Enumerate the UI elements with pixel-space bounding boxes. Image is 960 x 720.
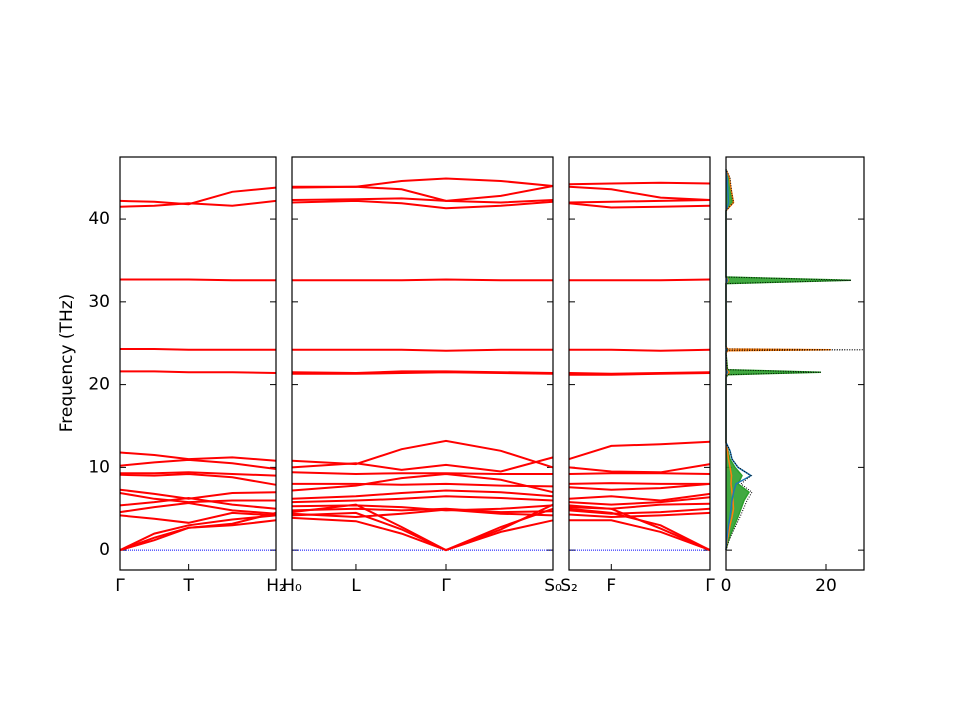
band-line xyxy=(119,451,277,462)
band-line xyxy=(568,199,711,204)
band-line xyxy=(291,185,554,202)
x-tick-label: S₀ xyxy=(544,576,562,596)
x-tick-label: 0 xyxy=(721,576,732,596)
y-tick-label: 30 xyxy=(88,292,110,312)
band-line xyxy=(568,482,711,491)
band-line xyxy=(291,495,554,504)
y-tick-label: 10 xyxy=(88,457,110,477)
band-line xyxy=(119,511,277,524)
band-line xyxy=(120,370,277,374)
band-line xyxy=(119,186,277,206)
band-line xyxy=(568,181,711,186)
band-line xyxy=(291,503,554,552)
band-line xyxy=(568,507,711,515)
band-line xyxy=(292,177,554,188)
band-line xyxy=(568,185,711,201)
band-line xyxy=(568,511,711,519)
band-line xyxy=(291,197,554,204)
band-line xyxy=(292,278,553,282)
dos-area xyxy=(726,169,851,551)
x-tick-label: S₂ xyxy=(560,576,578,596)
x-tick-label: Γ xyxy=(441,576,451,596)
x-tick-label: H₀ xyxy=(282,576,302,596)
panel-frame xyxy=(568,156,711,571)
band-line xyxy=(120,278,276,282)
x-tick-label: 20 xyxy=(815,576,837,596)
band-line xyxy=(569,348,711,352)
band-line xyxy=(568,504,711,552)
panel-frame xyxy=(119,156,277,571)
band-line xyxy=(291,508,554,519)
band-line xyxy=(292,348,553,352)
x-tick-label: L xyxy=(351,576,361,596)
band-line xyxy=(569,278,711,282)
band-line xyxy=(569,519,711,552)
band-line xyxy=(568,440,711,461)
band-line xyxy=(291,471,553,476)
band-line xyxy=(291,472,554,494)
band-line xyxy=(568,472,711,475)
panel-frame xyxy=(725,156,865,571)
band-line xyxy=(119,511,277,552)
x-tick-label: F xyxy=(606,576,616,596)
band-line xyxy=(120,348,276,351)
band-line xyxy=(119,458,277,470)
y-tick-label: 20 xyxy=(88,375,110,395)
band-line xyxy=(291,516,554,552)
band-line xyxy=(291,507,554,514)
y-tick-label: 0 xyxy=(99,540,110,560)
x-tick-label: T xyxy=(182,576,194,596)
band-line xyxy=(568,482,710,485)
band-line xyxy=(568,202,711,209)
x-tick-label: Γ xyxy=(705,576,715,596)
band-line xyxy=(568,492,711,502)
band-line xyxy=(292,482,554,488)
band-line xyxy=(291,439,554,469)
band-line xyxy=(119,514,277,552)
band-line xyxy=(119,472,277,486)
band-line xyxy=(292,371,554,375)
band-line xyxy=(569,372,711,376)
y-axis-label: Frequency (THz) xyxy=(57,294,77,433)
band-line xyxy=(291,489,554,500)
band-line xyxy=(120,471,277,477)
band-line xyxy=(291,503,554,552)
x-tick-label: H₂ xyxy=(266,576,286,596)
band-line xyxy=(119,501,277,515)
band-line xyxy=(568,463,711,474)
y-tick-label: 40 xyxy=(88,209,110,229)
band-line xyxy=(568,496,711,506)
panel-frame xyxy=(291,156,554,571)
x-tick-label: Γ xyxy=(115,576,125,596)
band-line xyxy=(119,199,277,208)
band-line xyxy=(291,456,554,473)
band-line xyxy=(119,496,277,510)
band-line xyxy=(291,199,554,210)
